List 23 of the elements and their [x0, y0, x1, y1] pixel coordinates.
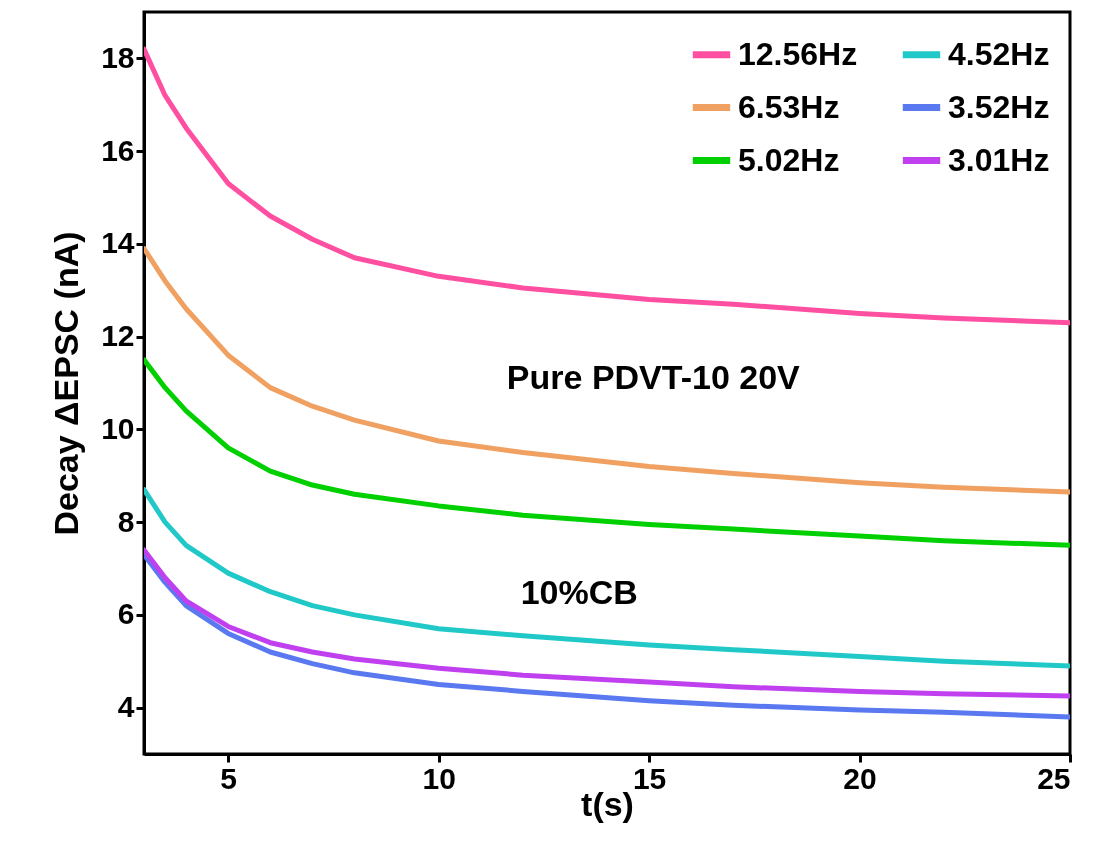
y-tick-label: 10: [101, 411, 135, 445]
y-tick-label: 18: [101, 40, 135, 74]
x-tick-label: 15: [632, 761, 667, 795]
annotation: Pure PDVT-10 20V: [506, 358, 801, 397]
x-axis-title: t(s): [581, 784, 634, 823]
y-tick-label: 16: [101, 133, 135, 167]
y-tick-label: 8: [117, 504, 135, 538]
y-tick-label: 4: [117, 690, 135, 724]
x-tick-label: 20: [843, 761, 877, 795]
y-tick-label: 14: [101, 226, 135, 260]
legend-label: 6.53Hz: [738, 88, 840, 125]
legend-label: 12.56Hz: [738, 35, 858, 72]
legend-label: 3.52Hz: [948, 88, 1050, 125]
x-tick-label: 5: [220, 761, 238, 795]
x-tick-label: 25: [1037, 761, 1071, 795]
x-tick-label: 10: [422, 761, 456, 795]
y-tick-label: 12: [101, 319, 135, 353]
y-tick-label: 6: [117, 597, 135, 631]
y-axis-title: Decay ΔEPSC (nA): [47, 231, 86, 536]
legend-label: 4.52Hz: [948, 35, 1050, 72]
annotation: 10%CB: [520, 573, 638, 612]
legend-label: 3.01Hz: [948, 141, 1050, 178]
legend-label: 5.02Hz: [738, 141, 840, 178]
